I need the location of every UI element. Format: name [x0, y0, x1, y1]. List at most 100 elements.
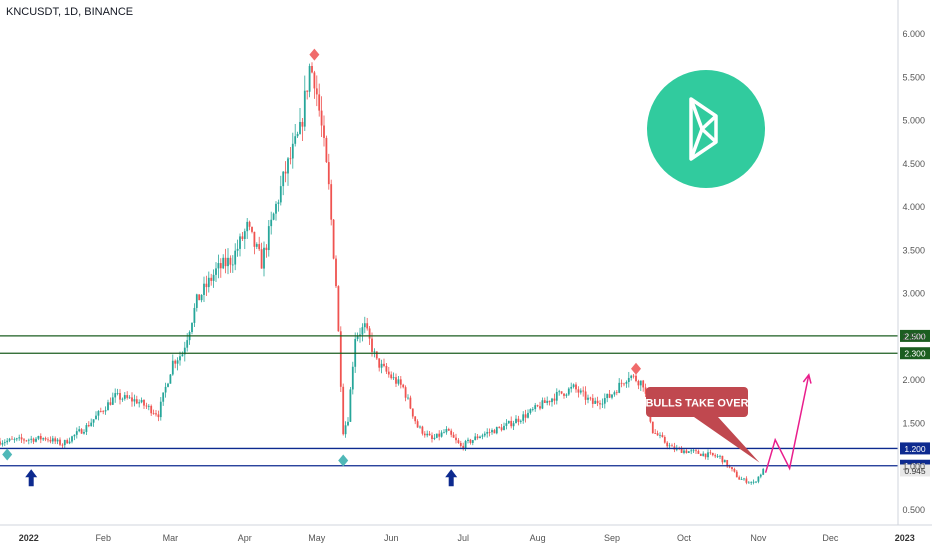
candle-body [73, 434, 76, 437]
candle-body [332, 219, 335, 259]
candle-body [531, 409, 534, 410]
markers [2, 48, 641, 487]
candle-body [714, 455, 717, 457]
candle-body [378, 358, 381, 368]
candle-body [54, 438, 57, 442]
candle-body [639, 380, 642, 386]
candle-body [738, 477, 741, 480]
candle-body [164, 386, 167, 393]
candle-body [294, 136, 297, 144]
candle-body [680, 448, 683, 453]
candle-body [447, 428, 450, 431]
candle-body [159, 401, 162, 418]
candle-body [452, 434, 455, 438]
candle-body [255, 244, 258, 247]
candle-body [654, 433, 657, 434]
candle-body [668, 445, 671, 447]
candle-body [361, 327, 364, 335]
kyber-network-logo-icon [647, 70, 765, 188]
candle-body [289, 158, 292, 160]
candle-body [8, 438, 11, 441]
candle-body [762, 468, 765, 475]
candle-body [66, 440, 69, 444]
candle-body [303, 90, 306, 127]
candle-body [162, 392, 165, 402]
candle-body [584, 391, 587, 400]
candle-body [433, 437, 436, 439]
candle-body [51, 438, 54, 442]
projection-zigzag [764, 374, 810, 473]
annotation-callout: BULLS TAKE OVER [645, 387, 760, 463]
chart-title: KNCUSDT, 1D, BINANCE [6, 6, 134, 18]
x-tick-label: Aug [530, 533, 546, 543]
y-axis: 0.500 1.000 1.500 2.000 2.500 3.000 3.500 4.000… [897, 0, 925, 525]
candle-body [747, 482, 750, 484]
level-label-bg [900, 442, 930, 455]
candle-body [71, 436, 73, 442]
last-price-label: 0.945 [904, 466, 926, 476]
candle-body [726, 460, 729, 467]
candle-body [356, 335, 359, 339]
candle-body [229, 257, 232, 265]
candle-body [179, 356, 181, 361]
y-tick-label: 3.000 [902, 289, 925, 299]
candle-body [47, 439, 49, 441]
candle-body [277, 202, 280, 204]
candle-body [707, 452, 709, 458]
logo-k-arm [700, 114, 718, 131]
candle-body [421, 426, 424, 434]
top-diamond-icon [309, 48, 320, 61]
candle-body [107, 402, 109, 411]
candle-body [469, 439, 472, 443]
candle-body [212, 274, 215, 281]
candle-body [42, 438, 45, 440]
candle-body [505, 423, 508, 426]
logo-circle [647, 70, 765, 188]
candle-body [282, 171, 285, 187]
candle-body [567, 388, 570, 395]
candle-body [467, 439, 469, 441]
candle-body [683, 450, 685, 453]
candle-body [15, 438, 18, 440]
candle-body [395, 377, 397, 384]
candle-body [589, 397, 592, 399]
candle-body [733, 468, 736, 472]
x-tick-label: Sep [604, 533, 620, 543]
candle-body [227, 257, 229, 267]
candle-body [663, 437, 666, 443]
candle-body [503, 425, 505, 431]
candle-body [234, 250, 237, 265]
y-tick-label: 2.500 [902, 332, 925, 342]
candle-body [488, 432, 491, 433]
candle-body [23, 439, 25, 441]
candle-body [399, 379, 402, 385]
candle-body [558, 391, 561, 393]
y-tick-label: 6.000 [902, 29, 925, 39]
horizontal-levels: 2.500 2.300 1.200 1.0000.945 [0, 329, 930, 477]
candle-body [35, 438, 37, 442]
candle-body [553, 398, 556, 401]
candle-body [599, 403, 601, 405]
candle-body [743, 478, 745, 480]
candle-body [339, 331, 342, 387]
candle-body [123, 395, 126, 399]
candle-body [759, 474, 762, 477]
y-tick-label: 5.500 [902, 72, 925, 82]
candle-body [570, 386, 573, 389]
candle-body [642, 380, 645, 388]
candle-body [337, 286, 340, 332]
candle-body [318, 94, 321, 111]
candle-body [426, 433, 429, 436]
candle-body [455, 437, 457, 441]
candle-body [128, 397, 131, 399]
y-tick-label: 1.000 [902, 462, 925, 472]
candle-body [30, 438, 33, 440]
candle-body [366, 323, 369, 329]
candle-body [59, 439, 61, 445]
candle-body [210, 277, 213, 281]
candle-body [114, 393, 117, 398]
candle-body [498, 427, 501, 428]
candle-body [740, 479, 743, 480]
candle-body [272, 213, 275, 220]
